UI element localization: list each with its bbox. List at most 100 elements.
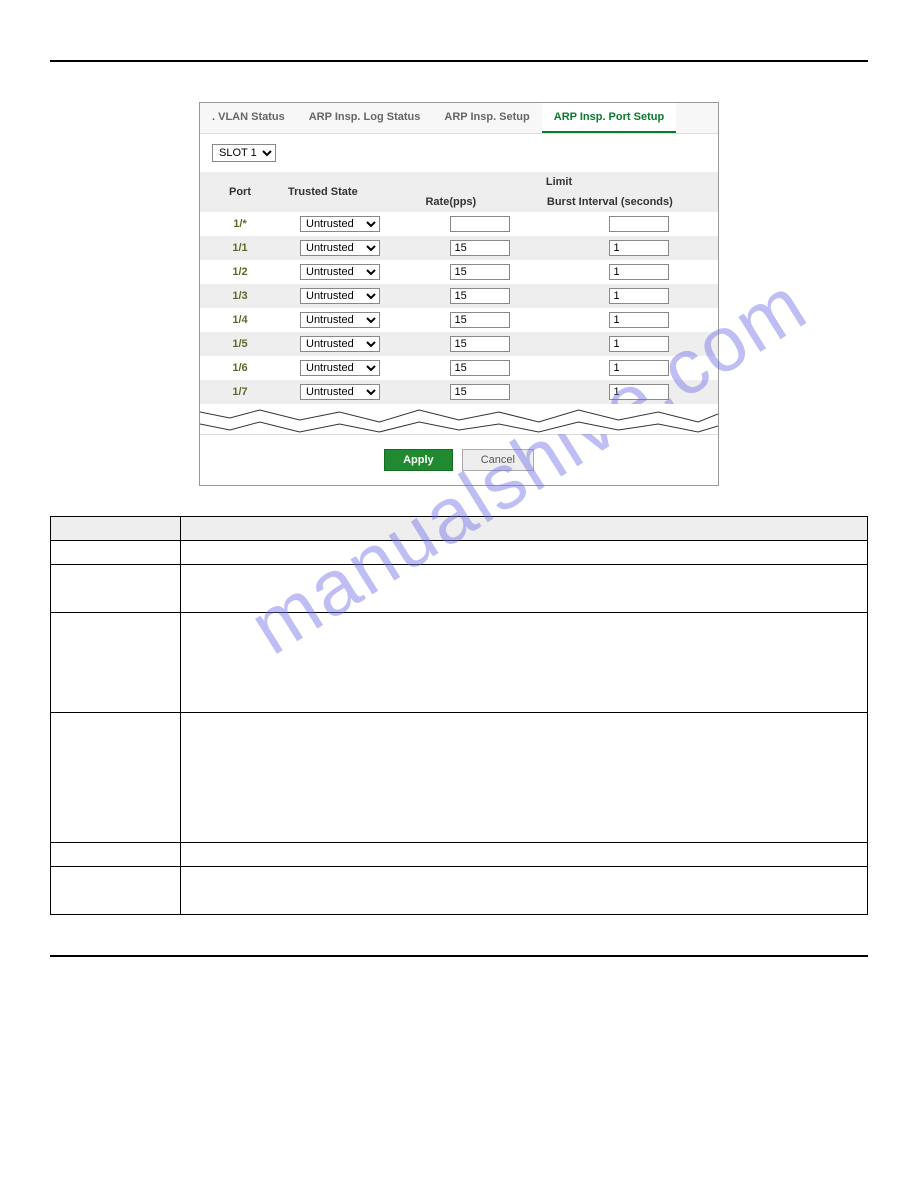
burst-cell	[559, 380, 718, 404]
tab-arp-setup[interactable]: ARP Insp. Setup	[432, 103, 541, 133]
trusted-select[interactable]: Untrusted	[300, 360, 380, 376]
burst-input[interactable]	[609, 264, 669, 280]
desc-header-desc	[181, 517, 868, 541]
port-row: 1/3 Untrusted	[200, 284, 718, 308]
trusted-cell: Untrusted	[280, 332, 400, 356]
trusted-cell: Untrusted	[280, 356, 400, 380]
trusted-select[interactable]: Untrusted	[300, 240, 380, 256]
rate-input[interactable]	[450, 240, 510, 256]
rate-input[interactable]	[450, 216, 510, 232]
port-cell: 1/7	[200, 380, 280, 404]
burst-cell	[559, 212, 718, 236]
trusted-cell: Untrusted	[280, 308, 400, 332]
header-line	[50, 60, 868, 62]
desc-label-cell	[51, 541, 181, 565]
screenshot-panel: . VLAN Status ARP Insp. Log Status ARP I…	[199, 102, 719, 486]
port-row: 1/6 Untrusted	[200, 356, 718, 380]
rate-cell	[400, 380, 559, 404]
trusted-cell: Untrusted	[280, 260, 400, 284]
desc-row	[51, 843, 868, 867]
rate-input[interactable]	[450, 264, 510, 280]
trusted-cell: Untrusted	[280, 380, 400, 404]
burst-input[interactable]	[609, 288, 669, 304]
rate-cell	[400, 332, 559, 356]
burst-cell	[559, 236, 718, 260]
port-cell: 1/2	[200, 260, 280, 284]
header-rate: Rate(pps)	[400, 192, 502, 212]
desc-row	[51, 713, 868, 843]
trusted-cell: Untrusted	[280, 284, 400, 308]
burst-input[interactable]	[609, 384, 669, 400]
port-table: 1/* Untrusted 1/1 Untrusted 1/2 Untrusted 1/3 U…	[200, 212, 718, 404]
rate-cell	[400, 236, 559, 260]
desc-value-cell	[181, 613, 868, 713]
tab-arp-port-setup[interactable]: ARP Insp. Port Setup	[542, 103, 676, 133]
desc-label-cell	[51, 613, 181, 713]
burst-input[interactable]	[609, 240, 669, 256]
port-row: 1/* Untrusted	[200, 212, 718, 236]
burst-input[interactable]	[609, 336, 669, 352]
desc-row	[51, 613, 868, 713]
burst-cell	[559, 356, 718, 380]
description-table	[50, 516, 868, 915]
tab-vlan-status[interactable]: . VLAN Status	[200, 103, 297, 133]
port-header-table: Port Trusted State Limit Rate(pps) Burst…	[200, 172, 718, 212]
desc-label-cell	[51, 843, 181, 867]
rate-input[interactable]	[450, 312, 510, 328]
rate-cell	[400, 284, 559, 308]
button-row: Apply Cancel	[200, 434, 718, 485]
slot-select[interactable]: SLOT 1	[212, 144, 276, 162]
burst-cell	[559, 284, 718, 308]
apply-button[interactable]: Apply	[384, 449, 453, 471]
port-cell: 1/6	[200, 356, 280, 380]
port-row: 1/2 Untrusted	[200, 260, 718, 284]
desc-value-cell	[181, 843, 868, 867]
desc-label-cell	[51, 713, 181, 843]
port-row: 1/4 Untrusted	[200, 308, 718, 332]
rate-cell	[400, 308, 559, 332]
rate-input[interactable]	[450, 336, 510, 352]
rate-input[interactable]	[450, 360, 510, 376]
burst-cell	[559, 260, 718, 284]
burst-input[interactable]	[609, 216, 669, 232]
trusted-select[interactable]: Untrusted	[300, 264, 380, 280]
port-cell: 1/1	[200, 236, 280, 260]
cancel-button[interactable]: Cancel	[462, 449, 534, 471]
port-cell: 1/5	[200, 332, 280, 356]
port-cell: 1/4	[200, 308, 280, 332]
trusted-select[interactable]: Untrusted	[300, 312, 380, 328]
trusted-select[interactable]: Untrusted	[300, 216, 380, 232]
desc-header-label	[51, 517, 181, 541]
header-trusted: Trusted State	[280, 172, 400, 212]
port-row: 1/1 Untrusted	[200, 236, 718, 260]
burst-cell	[559, 308, 718, 332]
tab-bar: . VLAN Status ARP Insp. Log Status ARP I…	[200, 103, 718, 134]
rate-cell	[400, 212, 559, 236]
header-burst: Burst Interval (seconds)	[502, 192, 718, 212]
header-port: Port	[200, 172, 280, 212]
trusted-select[interactable]: Untrusted	[300, 288, 380, 304]
burst-input[interactable]	[609, 312, 669, 328]
trusted-select[interactable]: Untrusted	[300, 384, 380, 400]
footer-line	[50, 955, 868, 957]
desc-row	[51, 541, 868, 565]
desc-label-cell	[51, 867, 181, 915]
desc-label-cell	[51, 565, 181, 613]
rate-cell	[400, 356, 559, 380]
trusted-cell: Untrusted	[280, 236, 400, 260]
burst-input[interactable]	[609, 360, 669, 376]
desc-row	[51, 867, 868, 915]
slot-row: SLOT 1	[200, 134, 718, 172]
rate-input[interactable]	[450, 288, 510, 304]
port-row: 1/7 Untrusted	[200, 380, 718, 404]
port-cell: 1/*	[200, 212, 280, 236]
tab-arp-log-status[interactable]: ARP Insp. Log Status	[297, 103, 433, 133]
rate-cell	[400, 260, 559, 284]
rate-input[interactable]	[450, 384, 510, 400]
trusted-select[interactable]: Untrusted	[300, 336, 380, 352]
burst-cell	[559, 332, 718, 356]
tear-indicator	[200, 404, 718, 434]
desc-value-cell	[181, 867, 868, 915]
desc-value-cell	[181, 541, 868, 565]
port-cell: 1/3	[200, 284, 280, 308]
